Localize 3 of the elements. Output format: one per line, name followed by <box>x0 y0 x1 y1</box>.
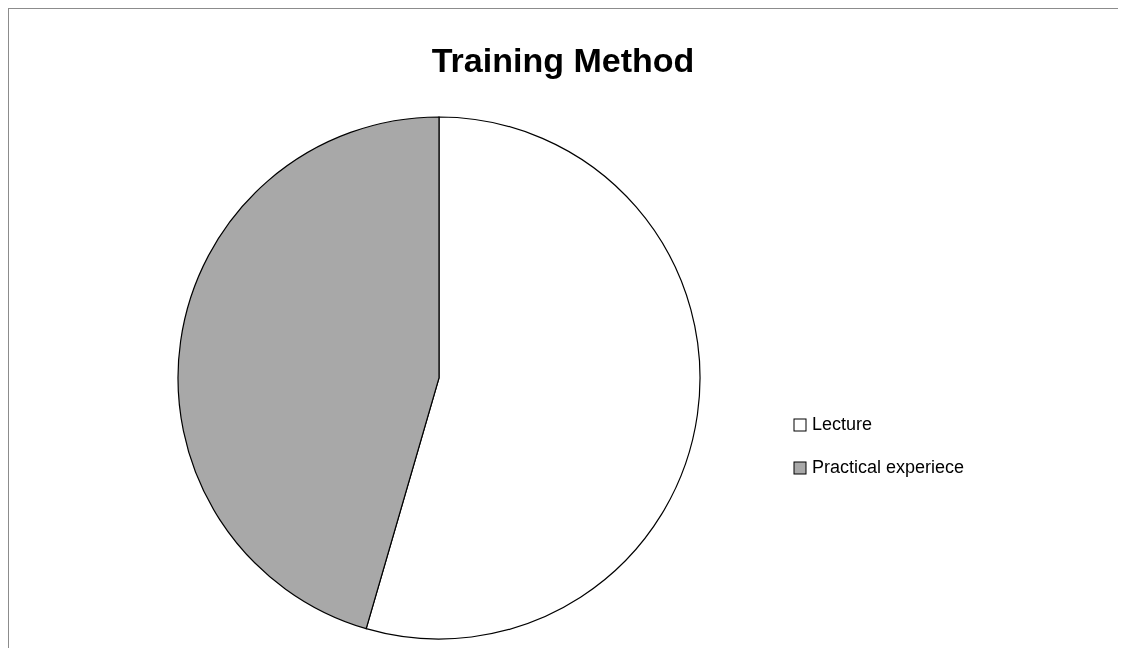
legend-label: Practical experiece <box>812 457 965 477</box>
chart-title: Training Method <box>431 41 695 79</box>
legend-label: Lecture <box>812 414 873 434</box>
